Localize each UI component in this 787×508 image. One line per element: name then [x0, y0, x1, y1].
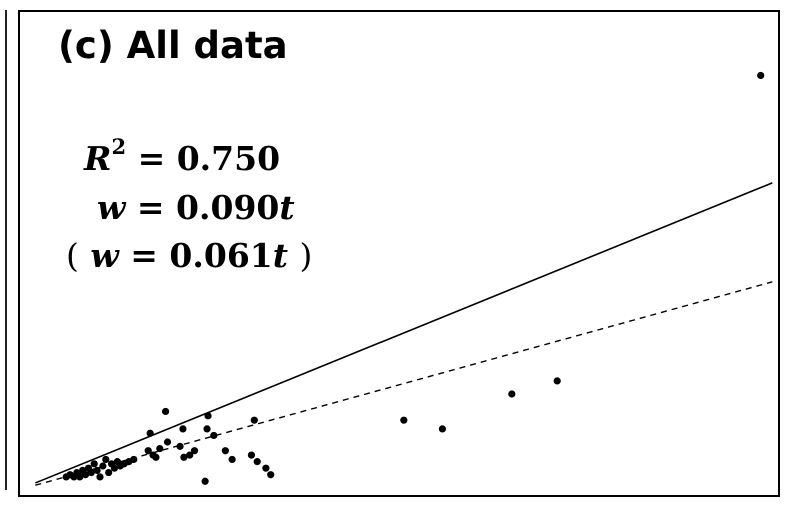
data-point	[253, 458, 261, 466]
data-point	[146, 429, 154, 437]
plot-frame	[18, 10, 780, 497]
open-paren: (	[66, 236, 79, 275]
data-point	[161, 407, 170, 416]
fit-line-solid	[35, 182, 773, 484]
data-point	[221, 447, 229, 455]
data-point	[87, 468, 95, 477]
r-squared-symbol: R	[84, 139, 112, 178]
data-point	[262, 464, 270, 472]
data-point	[400, 416, 408, 424]
data-point	[190, 447, 199, 455]
data-point	[96, 473, 104, 481]
data-point	[152, 453, 160, 461]
data-point	[99, 462, 107, 470]
data-point	[203, 425, 211, 433]
data-point	[76, 473, 84, 481]
data-point	[81, 471, 90, 479]
data-point	[228, 455, 236, 464]
data-point	[757, 71, 765, 80]
data-point	[163, 438, 172, 446]
r-squared-value: = 0.750	[137, 139, 281, 178]
r-squared-exponent: 2	[111, 134, 127, 159]
data-point	[93, 466, 101, 474]
data-point	[156, 444, 164, 453]
data-point	[204, 412, 212, 420]
data-point	[267, 471, 275, 479]
data-point	[180, 453, 188, 461]
data-point	[250, 416, 258, 424]
fit-w-symbol: w	[97, 188, 126, 227]
panel-title: (c) All data	[58, 24, 288, 67]
data-point	[210, 431, 218, 440]
fit-t-symbol: t	[279, 188, 295, 227]
data-point	[176, 442, 184, 450]
adjacent-panel-edge	[5, 10, 7, 490]
r-squared-annotation: R2 = 0.750	[84, 134, 281, 178]
fit-coefficient: = 0.090	[136, 188, 280, 227]
alternate-fit-equation: ( w = 0.061t )	[66, 236, 312, 275]
data-point	[247, 451, 256, 459]
alt-t-symbol: t	[272, 236, 289, 275]
data-point	[102, 455, 110, 464]
data-point	[110, 464, 119, 472]
data-point	[186, 451, 194, 459]
alt-w-symbol: w	[90, 236, 119, 275]
data-point	[201, 477, 209, 485]
data-point	[90, 460, 98, 468]
data-point	[179, 425, 187, 433]
data-point	[438, 425, 447, 433]
data-point	[508, 390, 516, 398]
alt-coefficient: = 0.061	[130, 236, 273, 275]
data-point	[553, 377, 561, 385]
data-point	[105, 468, 113, 477]
close-paren: )	[299, 236, 313, 275]
fit-line-dashed	[35, 281, 773, 486]
data-point	[130, 455, 138, 464]
fit-equation: w = 0.090t	[97, 188, 295, 227]
data-point	[144, 447, 152, 455]
